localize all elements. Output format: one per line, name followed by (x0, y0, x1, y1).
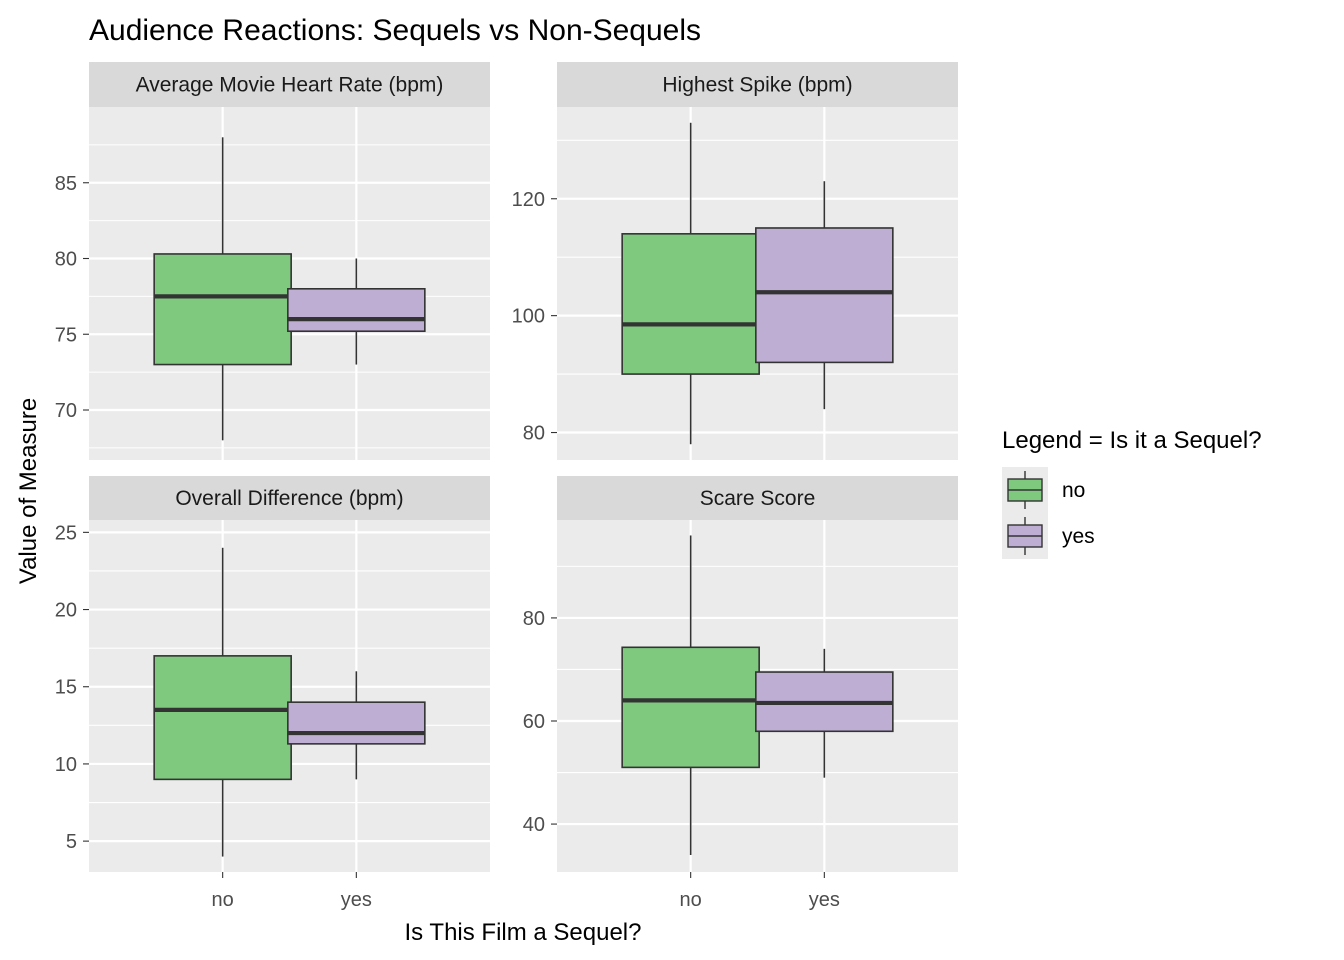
chart-title: Audience Reactions: Sequels vs Non-Seque… (89, 14, 701, 47)
facet-strip-label: Average Movie Heart Rate (bpm) (136, 74, 444, 97)
y-tick-label: 75 (55, 324, 77, 346)
facet-panel: Scare Score 40 60 80 no yes (523, 476, 958, 911)
legend-label: no (1062, 479, 1085, 502)
legend-key-yes: yes (1002, 513, 1095, 559)
legend-label: yes (1062, 525, 1095, 548)
y-tick-label: 80 (523, 423, 545, 445)
facet-panels: Average Movie Heart Rate (bpm) 70 75 80 85 Hi… (55, 62, 958, 911)
box-iqr (287, 701, 426, 745)
y-tick-label: 20 (55, 600, 77, 622)
y-tick-label: 40 (523, 814, 545, 836)
facet-strip-label: Overall Difference (bpm) (175, 487, 403, 510)
x-tick-label: no (680, 889, 702, 911)
y-tick-label: 15 (55, 677, 77, 699)
x-axis-title: Is This Film a Sequel? (405, 919, 642, 946)
box-yes (755, 181, 894, 410)
box-no (621, 122, 760, 445)
box-yes (755, 648, 894, 778)
facet-strip-label: Scare Score (700, 487, 816, 510)
y-tick-label: 10 (55, 754, 77, 776)
box-iqr (621, 646, 760, 769)
y-tick-label: 80 (55, 249, 77, 271)
box-yes (287, 671, 426, 780)
y-tick-label: 60 (523, 711, 545, 733)
box-iqr (287, 288, 426, 333)
y-tick-label: 120 (512, 189, 545, 211)
facet-strip (89, 476, 490, 520)
facet-strip (89, 62, 490, 107)
facet-panel: Average Movie Heart Rate (bpm) 70 75 80 85 (55, 62, 490, 460)
x-tick-label: yes (809, 889, 840, 911)
box-no (621, 535, 760, 855)
y-tick-label: 5 (66, 831, 77, 853)
box-yes (287, 258, 426, 365)
y-axis-title: Value of Measure (15, 398, 42, 584)
facet-panel: Overall Difference (bpm) 5 10 15 20 25 no yes (55, 476, 490, 911)
legend: Legend = Is it a Sequel? no yes (1002, 427, 1262, 559)
legend-key-no: no (1002, 467, 1085, 513)
facet-strip (557, 62, 958, 107)
y-tick-label: 70 (55, 400, 77, 422)
legend-keys: no yes (1002, 467, 1095, 559)
box-iqr (153, 655, 292, 781)
facet-panel: Highest Spike (bpm) 80 100 120 (512, 62, 958, 460)
facet-strip (557, 476, 958, 520)
facet-strip-label: Highest Spike (bpm) (662, 74, 852, 97)
y-tick-label: 80 (523, 608, 545, 630)
x-tick-label: yes (341, 889, 372, 911)
box-iqr (755, 227, 894, 364)
y-tick-label: 100 (512, 306, 545, 328)
legend-title: Legend = Is it a Sequel? (1002, 427, 1262, 454)
y-tick-label: 85 (55, 173, 77, 195)
box-iqr (153, 253, 292, 366)
x-tick-label: no (212, 889, 234, 911)
y-tick-label: 25 (55, 522, 77, 544)
box-no (153, 137, 292, 441)
box-iqr (621, 233, 760, 375)
